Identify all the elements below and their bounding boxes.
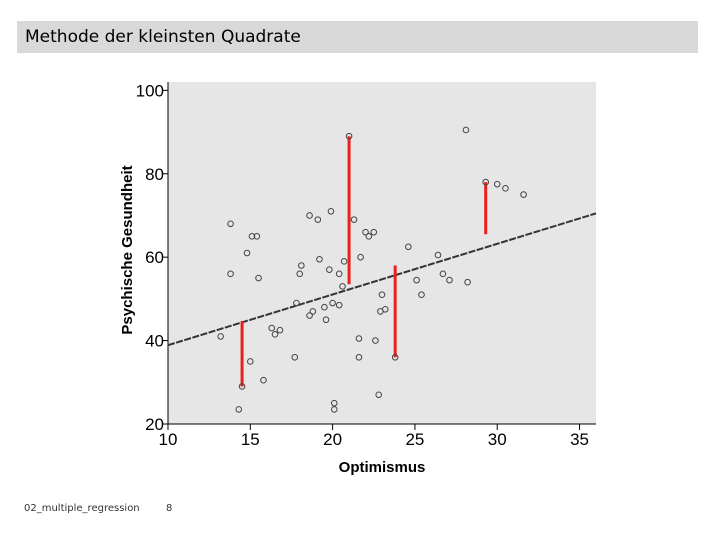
slide-title-bar: Methode der kleinsten Quadrate — [17, 21, 698, 53]
data-point — [520, 191, 527, 198]
data-point — [335, 270, 343, 278]
data-point — [321, 303, 328, 311]
data-point — [260, 376, 267, 384]
data-point — [327, 207, 335, 215]
regression-line — [167, 212, 597, 347]
data-point — [306, 312, 313, 319]
data-point — [405, 243, 412, 251]
data-point — [276, 326, 284, 334]
plot-area — [168, 82, 596, 424]
data-point — [322, 316, 330, 324]
y-tick-label: 20 — [145, 415, 164, 434]
data-point — [217, 333, 224, 340]
y-tick-label: 80 — [145, 165, 164, 184]
data-point — [316, 255, 323, 263]
data-point — [271, 331, 279, 338]
data-point — [362, 228, 369, 236]
data-point — [227, 270, 234, 278]
data-point — [502, 185, 509, 192]
data-point — [357, 253, 364, 261]
data-point — [365, 233, 373, 240]
data-point — [439, 270, 447, 278]
data-point — [330, 406, 338, 413]
data-point — [253, 233, 261, 240]
data-point — [381, 306, 389, 313]
y-tick-label: 100 — [136, 81, 164, 100]
y-tick-label: 40 — [145, 332, 164, 351]
data-point — [355, 335, 363, 342]
x-axis-ticks: 10 15 20 25 30 35 — [159, 424, 589, 449]
x-tick-label: 35 — [570, 430, 589, 449]
data-point — [243, 249, 251, 257]
data-point — [350, 216, 358, 223]
x-tick-label: 10 — [159, 430, 178, 449]
data-point — [329, 299, 336, 307]
residual-lines — [240, 136, 488, 387]
data-point — [391, 353, 399, 361]
data-point — [482, 178, 490, 186]
data-point — [462, 126, 470, 134]
y-axis-label: Psychische Gesundheit — [119, 165, 136, 334]
data-points — [217, 126, 527, 413]
x-tick-label: 30 — [488, 430, 507, 449]
data-point — [314, 216, 322, 223]
data-point — [345, 132, 353, 140]
footer-filename: 02_multiple_regression — [24, 503, 140, 514]
y-axis-ticks: 20 40 60 80 100 — [136, 81, 168, 434]
data-point — [446, 276, 453, 284]
data-point — [372, 337, 379, 344]
data-point — [247, 358, 254, 365]
data-point — [227, 220, 234, 228]
data-point — [306, 212, 313, 219]
x-tick-label: 15 — [241, 430, 260, 449]
data-point — [339, 283, 346, 290]
data-point — [378, 291, 386, 299]
x-tick-label: 20 — [323, 430, 342, 449]
data-point — [413, 276, 420, 284]
data-point — [235, 406, 243, 413]
data-point — [335, 301, 343, 309]
data-point — [255, 274, 262, 282]
data-point — [464, 278, 471, 286]
data-point — [293, 299, 300, 307]
data-point — [309, 308, 317, 315]
data-point — [326, 266, 333, 273]
y-tick-label: 60 — [145, 248, 164, 267]
data-point — [418, 291, 425, 299]
data-point — [370, 228, 378, 236]
data-point — [340, 258, 348, 265]
data-point — [291, 353, 299, 361]
data-point — [268, 324, 276, 332]
data-point — [330, 399, 338, 407]
data-point — [238, 383, 246, 390]
data-point — [493, 180, 501, 188]
data-point — [355, 353, 363, 361]
data-point — [248, 233, 256, 240]
x-tick-label: 25 — [405, 430, 424, 449]
slide-title: Methode der kleinsten Quadrate — [25, 27, 301, 47]
data-point — [296, 270, 303, 278]
data-point — [375, 391, 383, 399]
footer-page-number: 8 — [166, 503, 173, 514]
data-point — [298, 262, 305, 269]
data-point — [434, 251, 442, 259]
x-axis-label: Optimismus — [339, 459, 426, 476]
